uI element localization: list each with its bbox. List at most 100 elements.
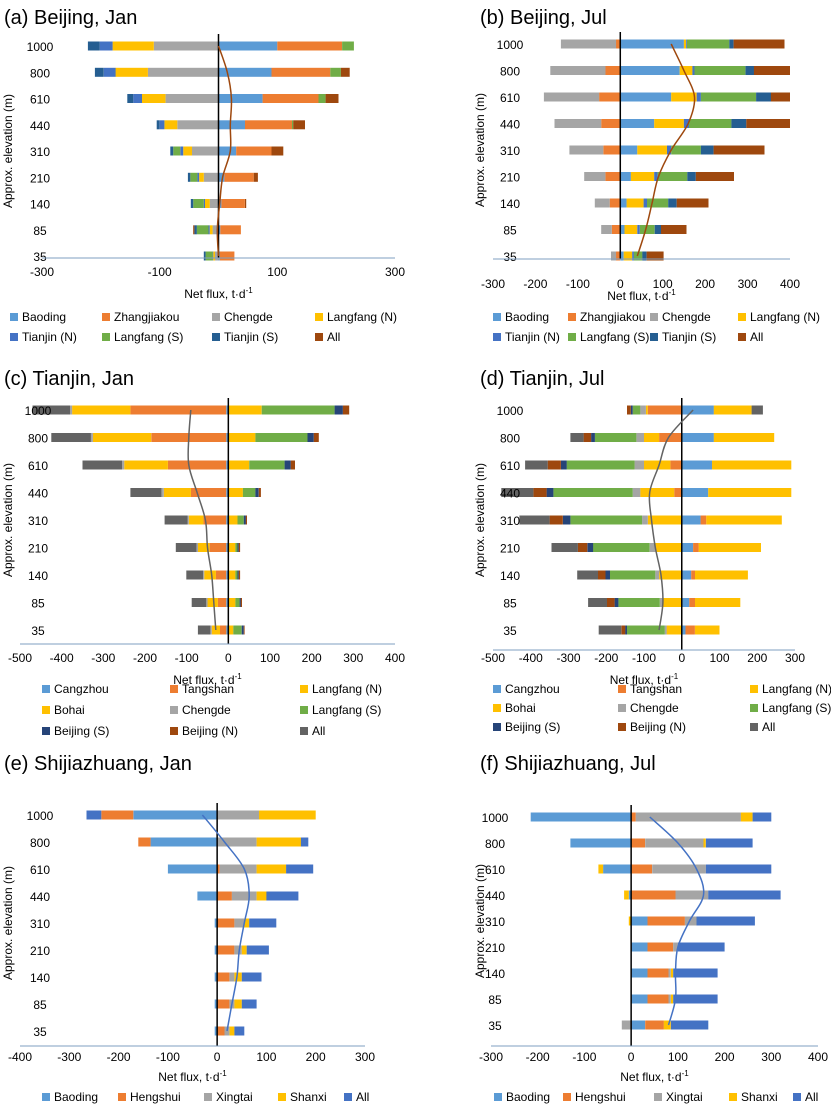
x-tick-label: -100 [566, 277, 590, 291]
bar-langfang-s-440 [553, 488, 633, 497]
bar-langfang-s-310 [237, 515, 244, 525]
bar-chengde-140 [655, 570, 660, 580]
bar-chengde-210 [584, 172, 606, 181]
bar-all-35 [670, 1020, 709, 1030]
bar-langfang-n-310 [647, 515, 682, 525]
legend-swatch-langfang-s [102, 333, 110, 341]
bar-beijing-s-610 [561, 460, 567, 470]
category-label: 1000 [27, 40, 54, 54]
bar-tianjin-s-1000 [729, 39, 734, 49]
bar-zhangjiakou-1000 [277, 41, 342, 51]
bar-all-440 [746, 119, 790, 128]
bar-all-140 [673, 968, 718, 978]
bar-tangshan-140 [215, 570, 227, 580]
bar-beijing-n-85 [240, 598, 242, 607]
bar-beijing-s-800 [591, 433, 595, 442]
bar-shanxi-1000 [259, 810, 316, 820]
category-label: 610 [30, 863, 50, 877]
bar-tianjin-s-310 [700, 145, 714, 155]
bar-tianjin-s-310 [170, 146, 174, 156]
bar-cangzhou-440 [226, 488, 229, 497]
legend-swatch-tianjin-n [10, 333, 18, 341]
bar-langfang-n-310 [183, 146, 192, 156]
bar-beijing-n-210 [577, 543, 588, 552]
legend-label-langfang-s: Langfang (S) [580, 330, 649, 344]
category-label: 610 [485, 863, 505, 877]
series-line-all [636, 43, 696, 257]
bar-bohai-610 [712, 460, 792, 470]
category-label: 1000 [497, 404, 524, 418]
category-label: 440 [28, 487, 48, 501]
bar-langfang-s-440 [242, 488, 256, 497]
legend-label-chengde: Chengde [662, 310, 711, 324]
legend-label-shanxi: Shanxi [290, 1090, 327, 1104]
legend-label-chengde: Chengde [224, 310, 273, 324]
bar-cangzhou-310 [681, 515, 701, 525]
bar-baoding-610 [218, 94, 263, 103]
chart-panel-1: (a) Beijing, Jan 1000 800 610 440 310 210 140 85… [1, 7, 405, 344]
bar-hengshui-610 [217, 864, 220, 874]
bar-langfang-s-85 [639, 225, 655, 234]
bar-all-210 [677, 942, 725, 952]
bar-cangzhou-440 [681, 488, 709, 497]
bar-xingtai-140 [229, 972, 235, 982]
bar-chengde-800 [550, 66, 606, 75]
bar-langfang-n-85 [624, 225, 638, 234]
bar-langfang-n-610 [644, 460, 671, 470]
bar-bohai-210 [698, 543, 761, 552]
x-axis-label-superscript: -1 [220, 1069, 228, 1078]
legend-label-xingtai: Xingtai [216, 1090, 253, 1104]
x-tick-label: 300 [343, 651, 363, 665]
bar-beijing-s-140 [605, 570, 610, 580]
bar-tangshan-440 [674, 488, 682, 497]
bar-baoding-610 [620, 92, 672, 102]
bar-tangshan-85 [217, 598, 227, 607]
bar-baoding-1000 [620, 39, 684, 49]
bar-tianjin-s-610 [127, 94, 134, 103]
legend-label-chengde: Chengde [630, 701, 679, 715]
bar-baoding-440 [628, 890, 632, 900]
bar-langfang-n-140 [659, 570, 682, 580]
chart-title: (b) Beijing, Jul [480, 7, 607, 29]
bar-langfang-n-85 [209, 225, 213, 235]
category-label: 310 [28, 514, 48, 528]
bar-hengshui-140 [217, 972, 230, 982]
bar-all-85 [673, 994, 718, 1004]
legend-label-zhangjiakou: Zhangjiakou [114, 310, 179, 324]
bar-beijing-n-1000 [342, 405, 350, 415]
legend-label-tianjin-s: Tianjin (S) [662, 330, 716, 344]
legend-swatch-all [750, 723, 758, 731]
bar-beijing-n-210 [238, 543, 241, 552]
bar-baoding-440 [218, 120, 245, 130]
x-tick-label: 100 [653, 277, 673, 291]
bar-langfang-n-800 [644, 433, 660, 442]
bar-langfang-s-35 [233, 625, 242, 635]
legend-label-chengde: Chengde [182, 703, 231, 717]
bar-chengde-210 [649, 543, 656, 552]
x-tick-label: 100 [256, 1050, 276, 1064]
x-tick-label: -200 [133, 651, 157, 665]
bar-langfang-n-210 [199, 172, 204, 182]
category-label: 440 [500, 487, 520, 501]
bar-tianjin-n-1000 [686, 39, 687, 49]
bar-bohai-210 [197, 543, 210, 552]
bar-beijing-n-440 [533, 488, 547, 497]
bar-langfang-n-310 [637, 145, 667, 155]
bar-tangshan-440 [190, 488, 227, 497]
bar-tangshan-310 [203, 515, 227, 525]
legend-swatch-zhangjiakou [568, 313, 576, 321]
bar-langfang-n-35 [666, 625, 682, 635]
bar-beijing-s-800 [307, 433, 314, 442]
bar-langfang-s-440 [689, 119, 732, 128]
category-label: 35 [503, 624, 517, 638]
category-label: 1000 [27, 809, 54, 823]
bar-shanxi-310 [628, 916, 632, 926]
x-tick-label: 0 [628, 1050, 635, 1064]
bar-tianjin-n-35 [212, 251, 214, 261]
bar-beijing-s-35 [241, 625, 244, 635]
bar-baoding-210 [218, 172, 225, 182]
bar-xingtai-210 [673, 942, 678, 952]
bar-langfang-n-310 [228, 515, 238, 525]
bar-baoding-310 [214, 918, 218, 928]
bar-tangshan-610 [670, 460, 682, 470]
